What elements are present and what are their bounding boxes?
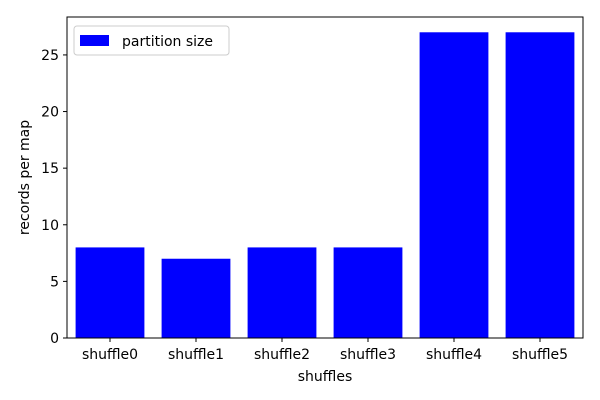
y-tick-label-15: 15 [41, 161, 59, 177]
bar-shuffle4 [419, 32, 489, 339]
legend-swatch-partition-size [80, 35, 109, 46]
bar-shuffle3 [333, 247, 403, 338]
y-axis-label: records per map [17, 120, 33, 235]
plot-frame [66, 16, 584, 339]
bar-shuffle5 [505, 32, 575, 339]
x-tick-label-shuffle3: shuffle3 [340, 347, 396, 363]
x-tick-label-shuffle0: shuffle0 [82, 347, 138, 363]
x-tick-label-shuffle5: shuffle5 [512, 347, 568, 363]
y-tick-label-25: 25 [41, 48, 59, 64]
y-tick-label-0: 0 [50, 331, 59, 347]
bar-shuffle0 [75, 247, 145, 338]
y-tick-label-5: 5 [50, 274, 59, 290]
y-axis: 0 5 10 15 20 25 [41, 48, 67, 347]
bar-shuffle1 [161, 258, 231, 338]
legend-label-partition-size: partition size [122, 34, 213, 50]
bar-shuffle2 [247, 247, 317, 338]
y-tick-label-10: 10 [41, 218, 59, 234]
x-axis: shuffle0 shuffle1 shuffle2 shuffle3 shuffle4… [82, 338, 568, 363]
x-tick-label-shuffle1: shuffle1 [168, 347, 224, 363]
legend: partition size [73, 25, 230, 56]
y-tick-label-20: 20 [41, 105, 59, 121]
bars-layer [75, 32, 575, 339]
legend-box [73, 25, 230, 56]
x-tick-label-shuffle2: shuffle2 [254, 347, 310, 363]
x-axis-label: shuffles [298, 369, 352, 385]
x-tick-label-shuffle4: shuffle4 [426, 347, 482, 363]
